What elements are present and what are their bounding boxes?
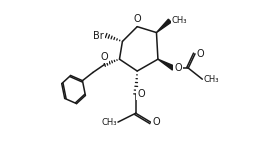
Text: O: O [196, 49, 204, 59]
Text: O: O [137, 89, 145, 99]
Text: Br: Br [93, 30, 104, 41]
Text: CH₃: CH₃ [101, 118, 116, 127]
Text: O: O [174, 63, 182, 73]
Text: CH₃: CH₃ [204, 75, 219, 84]
Polygon shape [156, 19, 171, 33]
Text: O: O [133, 14, 141, 24]
Text: CH₃: CH₃ [171, 16, 187, 25]
Text: O: O [101, 52, 109, 62]
Text: O: O [152, 117, 160, 127]
Polygon shape [158, 59, 175, 70]
